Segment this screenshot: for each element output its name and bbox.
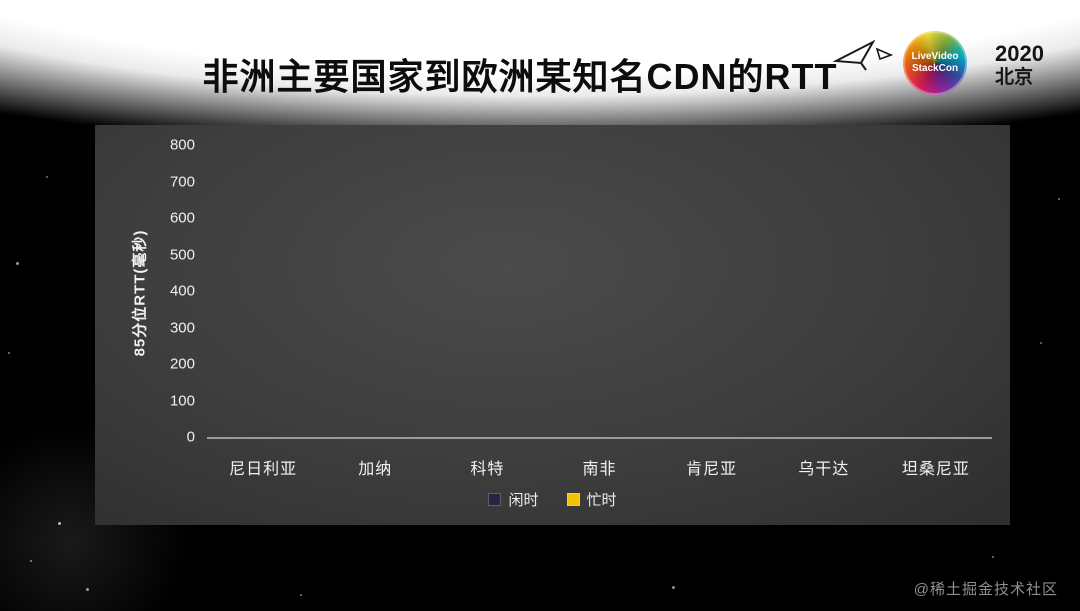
y-tick-label: 0 bbox=[186, 428, 195, 446]
x-category-label: 乌干达 bbox=[798, 461, 850, 478]
y-tick-label: 100 bbox=[169, 392, 195, 409]
background-dot bbox=[16, 262, 19, 265]
background-dot bbox=[62, 12, 64, 14]
legend-swatch bbox=[566, 493, 580, 506]
chart-panel: 85分位RTT(毫秒) 0 100 200 300 400 500 600 700 800 尼日… bbox=[95, 125, 1010, 525]
watermark: @稀土掘金技术社区 bbox=[913, 581, 1058, 598]
background-dot bbox=[8, 352, 10, 354]
x-category-label: 肯尼亚 bbox=[686, 461, 738, 478]
legend-label: 忙时 bbox=[586, 492, 617, 509]
x-category-label: 加纳 bbox=[358, 461, 393, 478]
y-tick-label: 200 bbox=[169, 355, 195, 373]
legend-swatch bbox=[488, 493, 502, 506]
event-city: 北京 bbox=[995, 67, 1034, 88]
background-dot bbox=[86, 588, 89, 591]
y-tick-label: 600 bbox=[169, 209, 195, 227]
event-info: 2020 北京 bbox=[995, 42, 1044, 90]
plot-area: 0 100 200 300 400 500 600 700 800 bbox=[170, 138, 992, 445]
livevideostack-logo: LiveVideo StackCon bbox=[903, 31, 967, 95]
background-dot bbox=[58, 522, 61, 525]
background-dot bbox=[1040, 342, 1042, 344]
paper-plane-icon bbox=[832, 38, 895, 83]
page-title: 非洲主要国家到欧洲某知名CDN的RTT bbox=[202, 56, 838, 97]
background-dot bbox=[1058, 198, 1060, 200]
x-category-label: 尼日利亚 bbox=[229, 461, 298, 478]
x-labels: 尼日利亚 加纳 科特 南非 肯尼亚 乌干达 坦桑尼亚 bbox=[207, 455, 992, 479]
logo-text-line1: LiveVideo bbox=[911, 51, 959, 62]
legend-item: 忙时 bbox=[566, 489, 617, 510]
x-category-label: 南非 bbox=[582, 461, 617, 478]
bars-area bbox=[207, 145, 992, 437]
background-dot bbox=[300, 594, 302, 596]
x-category-label: 科特 bbox=[470, 461, 505, 478]
event-year: 2020 bbox=[995, 41, 1044, 66]
background-dot bbox=[30, 560, 32, 562]
logo-shade bbox=[903, 31, 967, 95]
y-tick-label: 700 bbox=[169, 173, 195, 190]
legend-item: 闲时 bbox=[488, 489, 539, 510]
y-tick-label: 400 bbox=[169, 282, 195, 300]
y-tick-label: 500 bbox=[169, 246, 195, 263]
logo-text-line2: StackCon bbox=[911, 63, 959, 74]
background-dot bbox=[46, 176, 48, 178]
legend: 闲时 忙时 bbox=[95, 489, 1010, 510]
y-ticks: 0 100 200 300 400 500 600 700 800 bbox=[147, 138, 203, 445]
background-dot bbox=[992, 556, 994, 558]
y-tick-label: 800 bbox=[169, 136, 195, 154]
legend-label: 闲时 bbox=[508, 492, 539, 509]
background-dot bbox=[672, 586, 675, 589]
y-tick-label: 300 bbox=[169, 319, 195, 336]
x-category-label: 坦桑尼亚 bbox=[901, 461, 970, 478]
